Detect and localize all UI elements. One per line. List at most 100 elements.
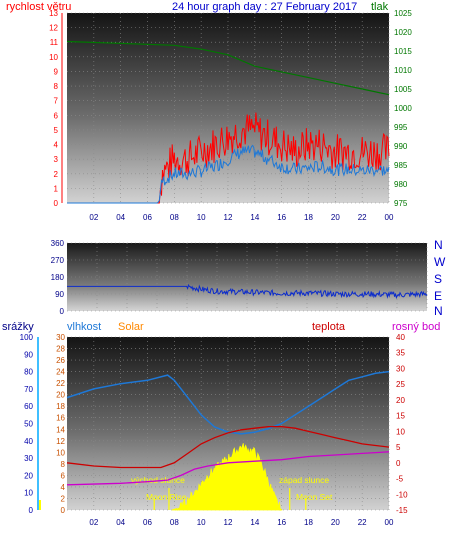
bottom-solar-tick-label: 8 <box>61 460 66 469</box>
bottom-solar-tick-label: 12 <box>56 437 65 446</box>
top-left-tick-label: 5 <box>54 126 59 135</box>
temperature-label: teplota <box>312 321 346 333</box>
solar-area <box>171 443 283 511</box>
bottom-rain-tick-label: 90 <box>24 350 33 359</box>
bottom-rain-tick-label: 30 <box>24 454 33 463</box>
bottom-x-tick-label: 10 <box>197 518 206 527</box>
top-right-tick-label: 980 <box>394 180 408 189</box>
top-x-tick-label: 20 <box>331 213 340 222</box>
bottom-rain-tick-label: 0 <box>29 506 34 515</box>
dew-point-label: rosný bod <box>392 321 440 333</box>
bottom-solar-tick-label: 26 <box>56 356 65 365</box>
bottom-solar-tick-label: 16 <box>56 414 65 423</box>
bottom-x-tick-label: 12 <box>224 518 233 527</box>
bottom-solar-tick-label: 22 <box>56 379 65 388</box>
direction-tick-label: 270 <box>51 256 65 265</box>
moonset-label: Moon Set <box>296 492 333 502</box>
top-left-tick-label: 7 <box>54 97 59 106</box>
bottom-temp-tick-label: 15 <box>396 412 405 421</box>
bottom-x-tick-label: 02 <box>89 518 98 527</box>
bottom-x-tick-label: 16 <box>277 518 286 527</box>
bottom-temp-tick-label: -10 <box>396 490 408 499</box>
rain-label: srážky <box>2 321 34 333</box>
bottom-solar-tick-label: 4 <box>61 483 66 492</box>
bottom-rain-tick-label: 80 <box>24 368 33 377</box>
top-left-tick-label: 4 <box>54 141 59 150</box>
bottom-solar-tick-label: 0 <box>61 506 66 515</box>
top-left-tick-label: 0 <box>54 199 59 208</box>
direction-tick-label: 360 <box>51 239 65 248</box>
top-x-tick-label: 02 <box>89 213 98 222</box>
bottom-solar-tick-label: 14 <box>56 425 65 434</box>
top-x-tick-label: 14 <box>250 213 259 222</box>
top-x-tick-label: 16 <box>277 213 286 222</box>
top-right-tick-label: 975 <box>394 199 408 208</box>
top-right-tick-label: 990 <box>394 142 408 151</box>
top-left-tick-label: 3 <box>54 155 59 164</box>
top-x-tick-label: 22 <box>358 213 367 222</box>
bottom-x-tick-label: 18 <box>304 518 313 527</box>
pressure-label: tlak <box>371 1 389 13</box>
top-right-tick-label: 1005 <box>394 85 412 94</box>
bottom-temp-tick-label: 5 <box>396 443 401 452</box>
top-x-tick-label: 04 <box>116 213 125 222</box>
bottom-x-tick-label: 06 <box>143 518 152 527</box>
top-right-tick-label: 985 <box>394 161 408 170</box>
moonrise-label: Moon Rise <box>146 492 187 502</box>
bottom-temp-tick-label: 20 <box>396 396 405 405</box>
top-left-tick-label: 9 <box>54 67 59 76</box>
bottom-rain-tick-label: 20 <box>24 471 33 480</box>
bottom-rain-tick-label: 40 <box>24 437 33 446</box>
humidity-line <box>66 370 390 435</box>
top-x-tick-label: 10 <box>197 213 206 222</box>
humidity-label: vlhkost <box>67 321 101 333</box>
direction-letter-s: S <box>434 272 442 286</box>
wind-average-line <box>67 144 390 204</box>
bottom-solar-tick-label: 2 <box>61 494 66 503</box>
direction-tick-label: 180 <box>51 273 65 282</box>
top-left-tick-label: 11 <box>50 38 59 47</box>
top-right-tick-label: 1010 <box>394 66 412 75</box>
bottom-rain-tick-label: 10 <box>24 489 33 498</box>
bottom-solar-tick-label: 28 <box>56 345 65 354</box>
bottom-rain-tick-label: 70 <box>24 385 33 394</box>
top-right-tick-label: 1015 <box>394 47 412 56</box>
direction-letter-e: E <box>434 289 442 303</box>
bottom-temp-tick-label: 0 <box>396 459 401 468</box>
bottom-solar-tick-label: 6 <box>61 471 66 480</box>
bottom-solar-tick-label: 18 <box>56 402 65 411</box>
top-right-tick-label: 995 <box>394 123 408 132</box>
bottom-temp-tick-label: 40 <box>396 333 405 342</box>
bottom-temp-tick-label: -15 <box>396 506 408 515</box>
solar-label: Solar <box>118 321 144 333</box>
top-left-tick-label: 10 <box>49 53 58 62</box>
top-right-tick-label: 1000 <box>394 104 412 113</box>
direction-letter-n-bottom: N <box>434 304 443 318</box>
bottom-x-tick-label: 22 <box>358 518 367 527</box>
top-x-tick-label: 12 <box>224 213 233 222</box>
wind-direction-line <box>67 283 428 300</box>
bottom-temp-tick-label: 30 <box>396 364 405 373</box>
wind-speed-label: rychlost větru <box>6 1 71 13</box>
bottom-solar-tick-label: 24 <box>56 368 65 377</box>
top-x-tick-label: 08 <box>170 213 179 222</box>
top-left-tick-label: 12 <box>49 24 58 33</box>
top-x-tick-label: 00 <box>385 213 394 222</box>
bottom-x-tick-label: 00 <box>385 518 394 527</box>
bottom-temp-tick-label: 25 <box>396 380 405 389</box>
top-right-tick-label: 1025 <box>394 9 412 18</box>
bottom-rain-tick-label: 100 <box>20 333 34 342</box>
bottom-rain-tick-label: 60 <box>24 402 33 411</box>
direction-tick-label: 90 <box>55 290 64 299</box>
bottom-solar-tick-label: 10 <box>56 448 65 457</box>
bottom-x-tick-label: 04 <box>116 518 125 527</box>
top-right-tick-label: 1020 <box>394 28 412 37</box>
bottom-solar-tick-label: 30 <box>56 333 65 342</box>
sunrise-label: východ slunce <box>131 475 185 485</box>
bottom-x-tick-label: 08 <box>170 518 179 527</box>
bottom-temp-tick-label: 10 <box>396 427 405 436</box>
top-x-tick-label: 18 <box>304 213 313 222</box>
direction-letter-w: W <box>434 255 446 269</box>
